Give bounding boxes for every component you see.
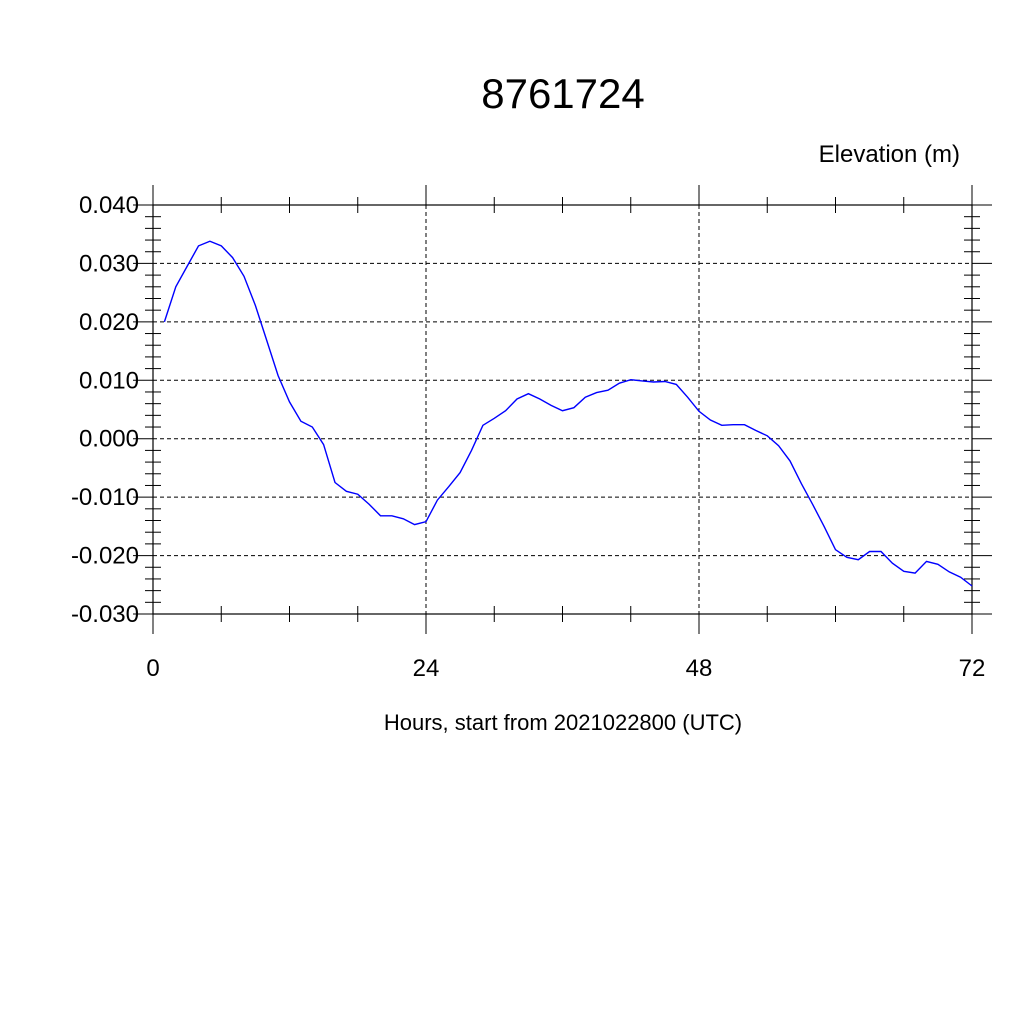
x-tick-label: 48: [686, 655, 713, 682]
grid-lines: [153, 205, 972, 614]
elevation-series-line: [163, 240, 973, 587]
y-tick-label: 0.040: [79, 192, 139, 219]
plot-frame: [152, 204, 973, 615]
axis-ticks: [133, 185, 992, 634]
chart-title: 8761724: [481, 70, 645, 117]
y-tick-label: 0.010: [79, 367, 139, 394]
x-axis-label: Hours, start from 2021022800 (UTC): [384, 710, 742, 735]
y-tick-label: -0.010: [71, 484, 139, 511]
x-tick-label: 0: [146, 655, 159, 682]
y-tick-label: -0.030: [71, 601, 139, 628]
y-tick-label: 0.030: [79, 250, 139, 277]
x-tick-label: 72: [959, 655, 986, 682]
y-axis-label: Elevation (m): [819, 141, 960, 168]
x-tick-labels: 0 24 48 72: [146, 655, 985, 682]
y-tick-label: 0.020: [79, 309, 139, 336]
x-tick-label: 24: [413, 655, 440, 682]
y-tick-label: 0.000: [79, 426, 139, 453]
y-tick-label: -0.020: [71, 543, 139, 570]
y-tick-labels: -0.030 -0.020 -0.010 0.000 0.010 0.020 0.030 0.…: [71, 192, 139, 628]
